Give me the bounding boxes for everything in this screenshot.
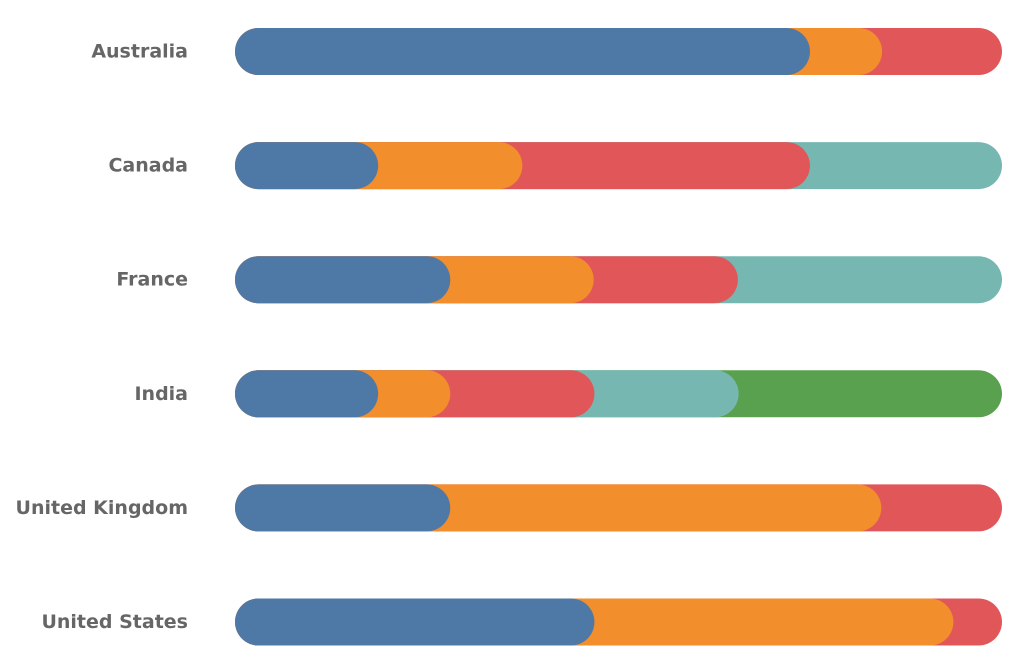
row-label-australia: Australia bbox=[91, 41, 188, 63]
row-labels: Australia Canada France India United Kingdom… bbox=[16, 41, 188, 634]
bar-segment-india-1 bbox=[235, 370, 379, 418]
row-label-india: India bbox=[134, 383, 188, 405]
bar-segment-canada-1 bbox=[235, 142, 379, 190]
bar-segment-france-1 bbox=[235, 256, 451, 304]
bar-row-canada bbox=[235, 142, 1002, 190]
bar-row-australia bbox=[235, 28, 1002, 75]
row-label-france: France bbox=[116, 269, 188, 291]
bar-row-france bbox=[235, 256, 1002, 304]
bar-segment-united-kingdom-1 bbox=[235, 484, 451, 532]
bar-row-india bbox=[235, 370, 1002, 418]
bar-row-united-states bbox=[235, 598, 1002, 646]
row-label-united-kingdom: United Kingdom bbox=[16, 497, 188, 519]
row-label-united-states: United States bbox=[41, 611, 188, 633]
bars-layer bbox=[235, 28, 1002, 646]
bar-segment-australia-1 bbox=[235, 28, 810, 75]
bar-segment-united-states-1 bbox=[235, 598, 595, 646]
bar-row-united-kingdom bbox=[235, 484, 1002, 532]
row-label-canada: Canada bbox=[108, 155, 188, 177]
